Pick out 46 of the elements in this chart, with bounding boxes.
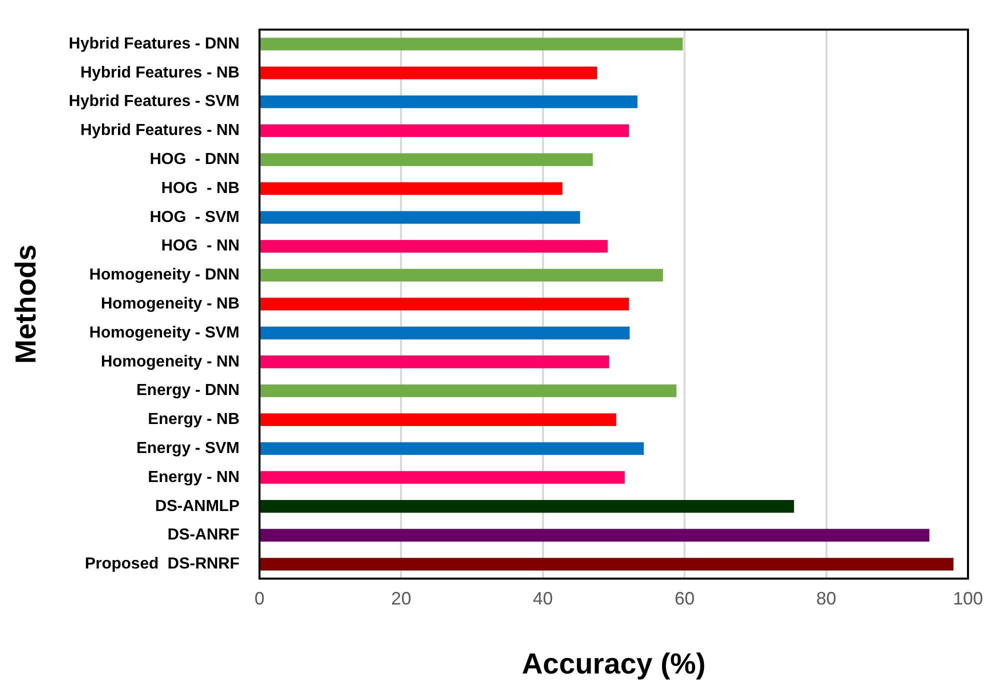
y-axis-title: Methods [10,244,42,364]
bar [260,471,625,484]
y-tick-label: Energy - NB [148,411,240,428]
bar [260,153,593,166]
x-tick-label: 40 [532,588,553,608]
bar [260,384,676,398]
bar [260,356,610,368]
bar [260,211,580,224]
y-tick-label: Homogeneity - SVM [89,324,240,342]
y-tick-label: Homogeneity - DNN [89,266,240,284]
y-tick-label: DS-ANRF [168,526,240,544]
y-tick-label: Hybrid Features - NB [80,64,240,82]
x-tick-label: 60 [674,588,695,608]
y-tick-label: HOG - NB [161,180,240,197]
y-tick-label: Hybrid Features - SVM [68,93,240,110]
bar [260,182,562,195]
bar [260,442,644,455]
x-tick-label: 0 [254,588,265,608]
y-tick-label: Hybrid Features - DNN [68,35,240,52]
y-tick-label: Proposed DS-RNRF [84,556,240,573]
x-axis-title: Accuracy (%) [522,648,706,681]
x-tick-label: 100 [952,588,984,608]
y-tick-label: Hybrid Features - NN [80,122,240,140]
bar [260,268,663,282]
y-tick-label: HOG - DNN [150,151,240,168]
y-tick-label: Homogeneity - NN [100,353,240,370]
y-tick-label: HOG - NN [161,238,240,255]
bar [260,240,608,253]
y-tick-label: Energy - DNN [136,382,240,400]
x-tick-label: 80 [816,588,836,608]
y-tick-label: DS-ANMLP [155,498,240,515]
bar [260,66,598,80]
bar [260,558,954,570]
bar [260,528,930,542]
bar [260,124,629,138]
bar [260,96,638,108]
bar [260,38,683,50]
y-tick-label: Energy - NN [148,468,240,486]
y-tick-label: Energy - SVM [136,440,240,457]
bar [260,413,616,426]
bar [260,326,630,340]
y-tick-label: HOG - SVM [150,208,240,226]
bar [260,298,629,310]
y-tick-label: Homogeneity - NB [100,296,240,313]
x-tick-label: 20 [391,588,412,608]
bar [260,500,794,513]
